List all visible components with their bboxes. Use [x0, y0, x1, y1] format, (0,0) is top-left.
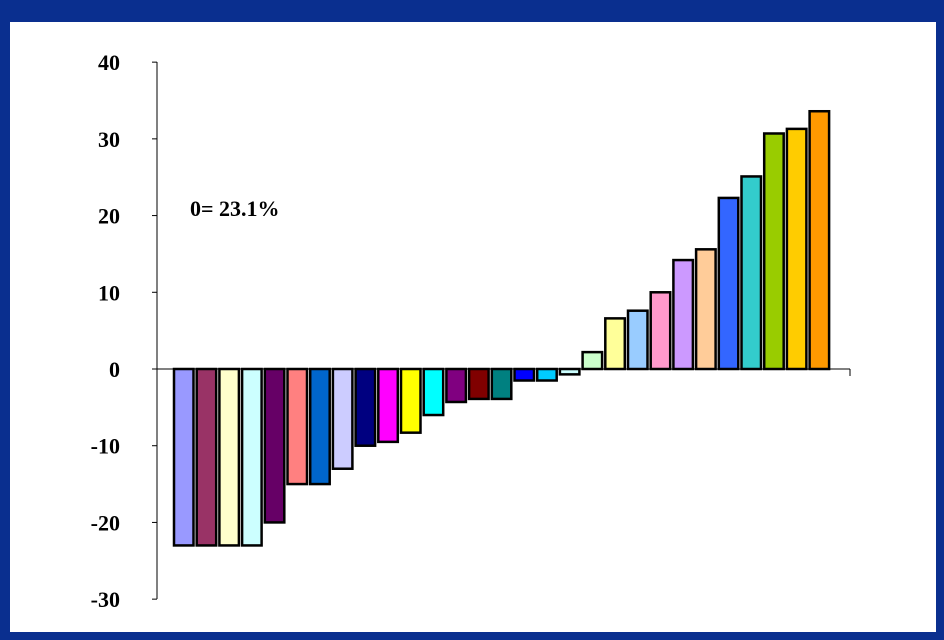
- y-tick-label: 40: [98, 50, 120, 75]
- y-tick-label: 10: [98, 280, 120, 305]
- bar: [558, 367, 581, 376]
- bar: [604, 317, 627, 371]
- bar: [172, 367, 195, 547]
- bar: [626, 309, 649, 371]
- bar: [672, 258, 695, 371]
- bar: [490, 367, 513, 401]
- bar: [467, 367, 490, 401]
- y-tick-label: -10: [91, 434, 120, 459]
- bar: [377, 367, 400, 444]
- y-tick-label: 20: [98, 204, 120, 229]
- bar: [399, 367, 422, 434]
- bar: [740, 175, 763, 371]
- bar: [808, 109, 831, 371]
- bar: [308, 367, 331, 486]
- y-tick-label: -20: [91, 510, 120, 535]
- slide-canvas: 0= 23.1% 40 30 20 10 0 -10 -20 -30: [10, 22, 936, 632]
- bar: [218, 367, 241, 547]
- bar: [263, 367, 286, 524]
- bar: [694, 248, 717, 371]
- y-tick-label: 0: [109, 357, 120, 382]
- bar: [354, 367, 377, 447]
- bar: [581, 350, 604, 371]
- bar: [513, 367, 536, 382]
- bar: [762, 132, 785, 371]
- y-tick-label: 30: [98, 127, 120, 152]
- chart-axes: 40 30 20 10 0 -10 -20 -30: [91, 50, 851, 612]
- bar: [717, 196, 740, 371]
- bar: [286, 367, 309, 486]
- y-tick-label: -30: [91, 587, 120, 612]
- bar: [422, 367, 445, 417]
- bar: [535, 367, 558, 382]
- bar: [331, 367, 354, 470]
- bar: [445, 367, 468, 404]
- bar: [649, 291, 672, 371]
- bar: [195, 367, 218, 547]
- chart-bars: [172, 109, 831, 547]
- chart-annotation: 0= 23.1%: [190, 196, 280, 221]
- bar: [785, 127, 808, 371]
- bar: [240, 367, 263, 547]
- bar-chart: 0= 23.1% 40 30 20 10 0 -10 -20 -30: [91, 50, 851, 612]
